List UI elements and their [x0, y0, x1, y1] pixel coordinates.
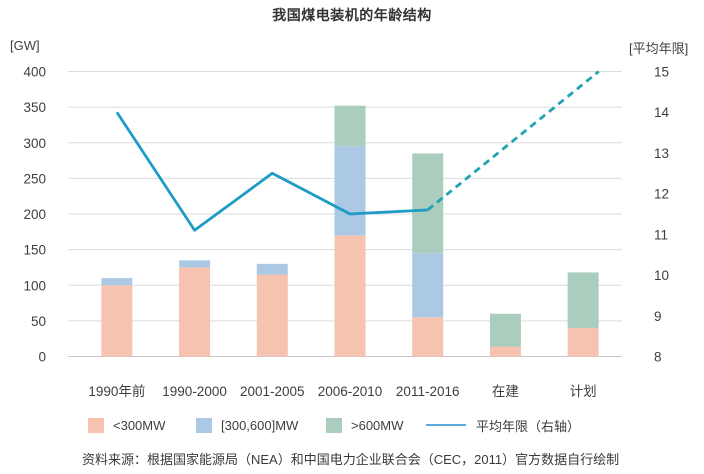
- legend-item-small-units: <300MW: [88, 416, 165, 434]
- category-label: 1990年前: [88, 383, 145, 399]
- category-label: 1990-2000: [162, 384, 227, 399]
- bar-segment: [334, 235, 366, 357]
- left-axis-unit-label: [GW]: [10, 38, 40, 53]
- legend-label: <300MW: [113, 417, 166, 433]
- bar-segment: [256, 263, 288, 275]
- category-label: 计划: [570, 384, 597, 399]
- bar-segment: [412, 253, 444, 318]
- bar-segment: [179, 260, 211, 268]
- small-units-swatch-icon: [88, 417, 104, 433]
- left-tick-label: 100: [23, 278, 46, 293]
- bar-segment: [567, 328, 599, 357]
- legend-label: >600MW: [351, 417, 404, 433]
- bar-segment: [179, 267, 211, 357]
- source-note: 资料来源：根据国家能源局（NEA）和中国电力企业联合会（CEC，2011）官方数…: [82, 452, 620, 467]
- left-tick-label: 250: [23, 171, 46, 186]
- bar-segment: [489, 313, 521, 347]
- bar-segment: [489, 346, 521, 357]
- category-label: 在建: [492, 384, 519, 399]
- bar-segment: [256, 274, 288, 357]
- large-units-swatch-icon: [326, 417, 342, 433]
- right-tick-label: 11: [654, 227, 668, 242]
- bar-segment: [101, 285, 133, 357]
- bar-segment: [412, 153, 444, 254]
- average-age-line: [115, 111, 428, 232]
- chart-legend: <300MW [300,600]MW >600MW 平均年限（右轴）: [0, 416, 704, 436]
- left-tick-label: 200: [23, 207, 46, 222]
- left-tick-label: 50: [31, 314, 46, 329]
- left-tick-label: 400: [23, 65, 46, 80]
- left-tick-label: 300: [23, 136, 46, 151]
- mid-units-swatch-icon: [196, 417, 212, 433]
- right-tick-label: 9: [654, 309, 662, 324]
- chart-title: 我国煤电装机的年龄结构: [272, 7, 432, 23]
- left-tick-label: 150: [23, 243, 46, 258]
- right-axis-unit-label: [平均年限]: [629, 41, 689, 56]
- legend-item-average-age: 平均年限（右轴）: [426, 416, 580, 434]
- bar-segment: [101, 278, 133, 286]
- category-label: 2006-2010: [318, 384, 383, 399]
- right-tick-label: 12: [654, 187, 669, 202]
- legend-item-mid-units: [300,600]MW: [196, 416, 298, 434]
- category-label: 2001-2005: [240, 384, 305, 399]
- right-tick-label: 15: [654, 65, 669, 80]
- right-tick-label: 13: [654, 146, 669, 161]
- average-age-projection-line: [426, 70, 600, 212]
- legend-label: [300,600]MW: [221, 417, 299, 433]
- left-tick-label: 0: [38, 350, 46, 365]
- category-label: 2011-2016: [396, 384, 460, 399]
- bar-segment: [334, 105, 366, 147]
- left-tick-label: 350: [23, 100, 46, 115]
- bar-segment: [567, 272, 599, 328]
- legend-label: 平均年限（右轴）: [476, 418, 581, 434]
- legend-item-large-units: >600MW: [326, 416, 403, 434]
- bar-segment: [334, 146, 366, 236]
- right-tick-label: 8: [654, 350, 662, 365]
- average-age-line-icon: [426, 424, 466, 426]
- bar-segment: [412, 317, 444, 357]
- right-tick-label: 10: [654, 268, 669, 283]
- right-tick-label: 14: [654, 105, 670, 120]
